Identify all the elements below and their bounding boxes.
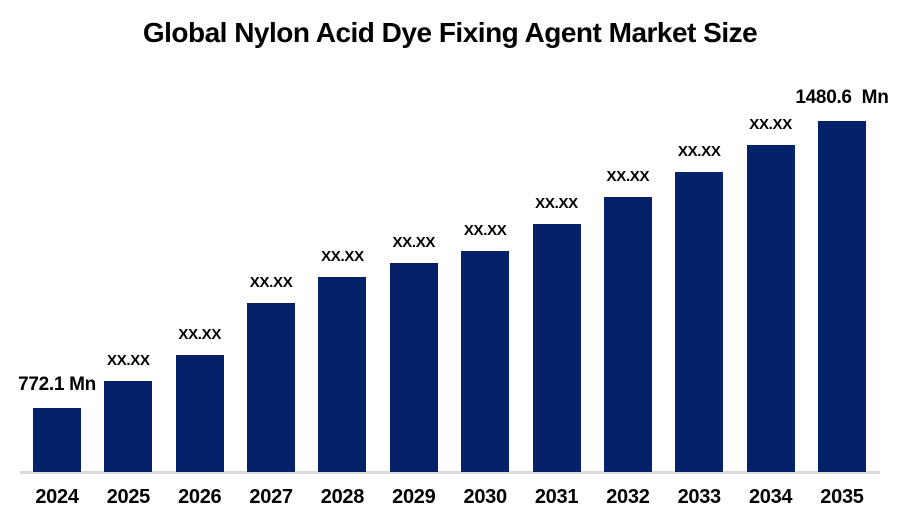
- x-axis-line: [20, 471, 880, 474]
- x-axis-label-2031: 2031: [534, 486, 579, 508]
- bar-2025: [104, 381, 153, 472]
- bar-2035: [817, 121, 866, 472]
- x-axis-label-2026: 2026: [178, 486, 222, 508]
- chart-title: Global Nylon Acid Dye Fixing Agent Marke…: [142, 17, 758, 48]
- x-axis-label-2028: 2028: [320, 486, 365, 508]
- bar-value-label-2024: 772.1 Mn: [18, 374, 96, 395]
- bar-value-label-2025: XX.XX: [107, 352, 150, 369]
- bar-2026: [175, 355, 224, 472]
- x-axis-label-2030: 2030: [463, 486, 508, 508]
- x-axis-label-2025: 2025: [106, 486, 151, 508]
- bar-value-label-2034: XX.XX: [749, 116, 792, 133]
- x-axis-label-2027: 2027: [249, 486, 293, 508]
- bar-2034: [746, 145, 795, 472]
- bar-2027: [247, 303, 296, 472]
- bar-2028: [318, 277, 367, 472]
- x-axis-label-2032: 2032: [606, 486, 650, 508]
- bar-value-label-2031: XX.XX: [535, 195, 578, 212]
- x-axis-label-2024: 2024: [35, 486, 79, 508]
- bar-value-label-2029: XX.XX: [392, 234, 436, 251]
- x-axis-label-2033: 2033: [677, 486, 722, 508]
- bar-2030: [461, 251, 510, 472]
- bar-2031: [532, 224, 581, 472]
- bar-value-label-2028: XX.XX: [321, 248, 364, 265]
- bar-value-label-2032: XX.XX: [606, 168, 650, 185]
- x-axis-label-2035: 2035: [820, 486, 864, 508]
- bar-2033: [675, 172, 724, 472]
- x-axis-label-2034: 2034: [748, 486, 793, 508]
- x-axis-label-2029: 2029: [392, 486, 436, 508]
- bar-value-label-2035: 1480.6 Mn: [795, 87, 889, 108]
- bar-2032: [603, 197, 652, 472]
- bar-value-label-2027: XX.XX: [249, 274, 293, 291]
- bar-value-label-2026: XX.XX: [178, 326, 222, 343]
- bar-value-label-2033: XX.XX: [677, 143, 721, 160]
- bar-value-label-2030: XX.XX: [463, 222, 507, 239]
- bar-2029: [389, 263, 438, 472]
- bar-2024: [33, 408, 81, 472]
